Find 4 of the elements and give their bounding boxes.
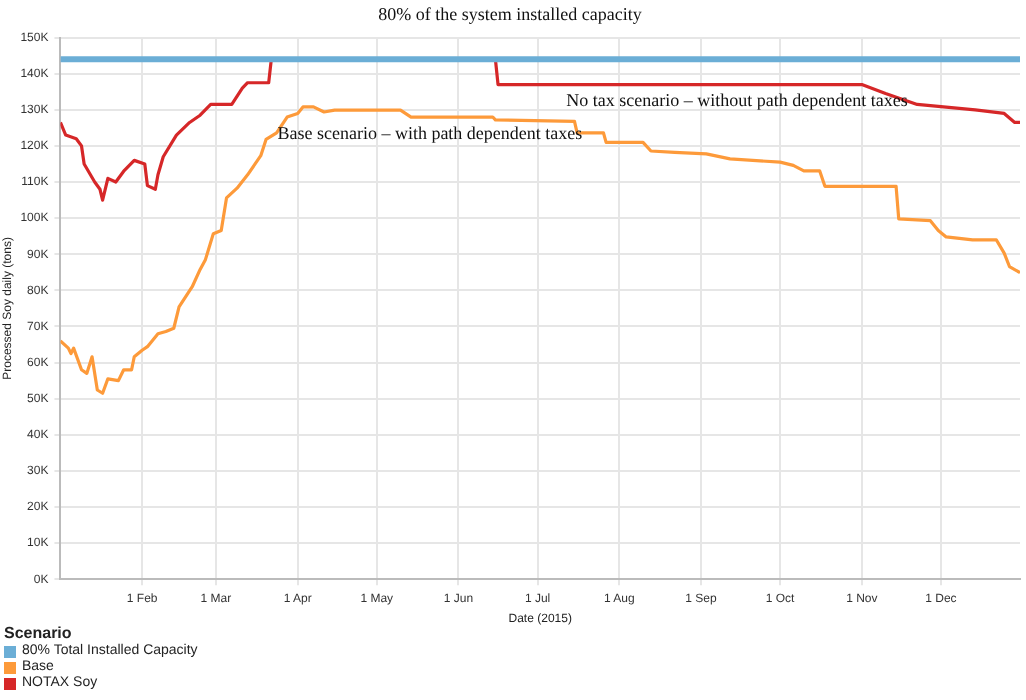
legend-title: Scenario [4, 624, 74, 642]
annotation: No tax scenario – without path dependent taxes [566, 90, 909, 111]
annotation: Base scenario – with path dependent taxes [277, 122, 584, 143]
chart-title: 80% of the system installed capacity [378, 3, 643, 24]
